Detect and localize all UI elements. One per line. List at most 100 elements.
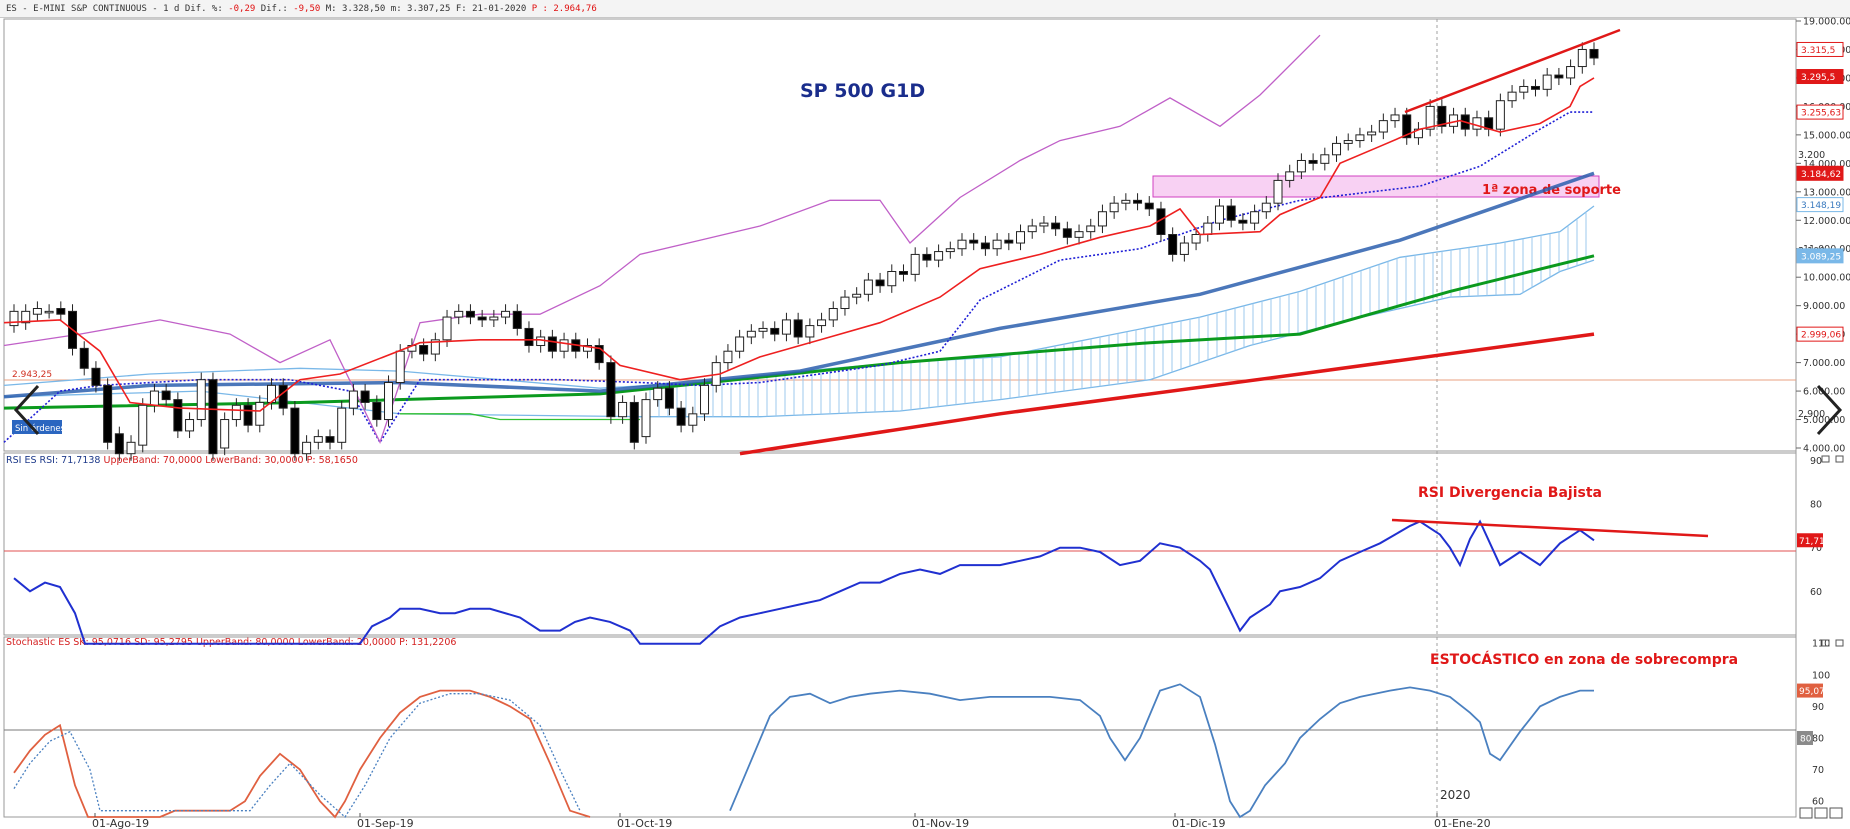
rsi-p: 58,1650 xyxy=(318,455,358,466)
candle-body xyxy=(1495,100,1505,130)
candle-body xyxy=(1402,114,1412,139)
stoch-minimize-icon[interactable] xyxy=(1821,639,1830,647)
candle-body xyxy=(196,379,206,421)
candle-body xyxy=(1214,205,1224,224)
candle-body xyxy=(1203,222,1213,235)
candle-body xyxy=(840,296,850,310)
candle-body xyxy=(1285,171,1295,181)
candle-body xyxy=(641,399,651,438)
stoch-upper-label: UpperBand: xyxy=(195,637,253,648)
stoch-tick-label: 60 xyxy=(1812,797,1824,808)
low-label: m: xyxy=(390,4,402,14)
price-label: P : xyxy=(531,4,548,14)
stoch-k-line xyxy=(13,689,591,819)
candle-body xyxy=(1051,222,1061,230)
chart-layout-icon[interactable] xyxy=(1829,807,1843,819)
candle-body xyxy=(676,407,686,426)
candle-body xyxy=(1437,105,1447,127)
rsi-close-icon[interactable] xyxy=(1835,455,1844,463)
candle-body xyxy=(1261,202,1271,213)
time-axis: 01-Ago-19 01-Sep-19 01-Oct-19 01-Nov-19 01-D… xyxy=(92,813,1491,829)
candle-body xyxy=(828,308,838,321)
x-tick-label: 01-Ago-19 xyxy=(92,817,149,829)
price-tag-box xyxy=(1796,69,1844,85)
next-arrow-icon[interactable] xyxy=(1808,380,1848,440)
stoch-value-tag-label: 95,07 xyxy=(1799,687,1825,697)
candle-body xyxy=(512,310,522,329)
rsi-divergence-label: RSI Divergencia Bajista xyxy=(1418,485,1602,501)
candle-body xyxy=(863,279,873,295)
candle-body xyxy=(477,316,487,321)
cloud-green-edge xyxy=(400,413,640,421)
candle-body xyxy=(735,336,745,352)
candle-body xyxy=(618,401,628,418)
candle-body xyxy=(79,347,89,369)
candle-body xyxy=(290,407,300,455)
no-orders-badge[interactable] xyxy=(12,420,62,434)
price-tag-label: 3.184,62 xyxy=(1801,170,1841,180)
price-tick-label: 10.000.00 xyxy=(1803,273,1850,284)
support-zone xyxy=(1152,175,1600,198)
candle-body xyxy=(653,387,663,401)
price-tick-label: 14.000.00 xyxy=(1803,159,1850,170)
dif-pct-label: Dif. %: xyxy=(184,4,223,14)
candle-body xyxy=(1039,222,1049,227)
candle-body xyxy=(220,419,230,449)
stoch-p: 131,2206 xyxy=(411,637,457,648)
x-tick-label: 01-Nov-19 xyxy=(912,817,969,829)
candle-body xyxy=(114,433,124,455)
candle-body xyxy=(1109,202,1119,213)
rsi-tick-label: 70 xyxy=(1810,543,1822,554)
chart-tool-icon[interactable] xyxy=(1799,807,1813,819)
chart-option-icon[interactable] xyxy=(1814,807,1828,819)
stoch-k-line-blue xyxy=(729,683,1594,819)
rsi-header: RSI ES RSI: 71,7138 UpperBand: 70,0000 L… xyxy=(6,455,358,466)
candle-body xyxy=(442,316,452,341)
candle-body xyxy=(1144,202,1154,210)
rsi-minimize-icon[interactable] xyxy=(1821,455,1830,463)
previous-arrow-icon[interactable] xyxy=(8,380,48,440)
candle-body xyxy=(1074,231,1084,238)
cloud-upper-edge xyxy=(3,205,1595,389)
candle-body xyxy=(419,345,429,355)
price-tag-box xyxy=(1796,165,1844,181)
candle-body xyxy=(875,279,885,287)
stoch-close-icon[interactable] xyxy=(1835,639,1844,647)
candle-body xyxy=(149,390,159,406)
candle-body xyxy=(32,308,42,315)
candle-body xyxy=(922,253,932,261)
price-tag-box xyxy=(1796,197,1844,213)
x-tick-label: 01-Sep-19 xyxy=(357,817,414,829)
candle-body xyxy=(758,327,768,332)
high-value: 3.328,50 xyxy=(342,4,386,14)
price-tick-label: 15.000.00 xyxy=(1803,130,1850,141)
candle-body xyxy=(781,319,791,335)
candle-body xyxy=(173,399,183,432)
candle-body xyxy=(21,310,31,324)
candle-body xyxy=(536,336,546,347)
rsi-value-tag-label: 71,71 xyxy=(1799,537,1825,547)
rsi-lower-label: LowerBand: xyxy=(205,455,262,466)
candle-body xyxy=(313,436,323,443)
candle-body xyxy=(1320,154,1330,164)
candle-body xyxy=(852,293,862,298)
candle-body xyxy=(1530,85,1540,90)
candle-body xyxy=(430,339,440,355)
rsi-line xyxy=(13,519,1595,645)
candle-body xyxy=(1238,219,1248,224)
x-tick-label: 01-Ene-20 xyxy=(1434,817,1491,829)
candle-body xyxy=(278,384,288,409)
candle-body xyxy=(9,310,19,327)
candle-body xyxy=(969,239,979,244)
rsi-value-tag xyxy=(1797,533,1823,548)
candle-body xyxy=(126,441,136,455)
rsi-upper-label: UpperBand: xyxy=(103,455,160,466)
candle-body xyxy=(606,362,616,418)
candle-body xyxy=(547,336,557,352)
candle-body xyxy=(723,350,733,364)
panel-controls[interactable] xyxy=(1799,455,1844,819)
stoch-tick-label: 110 xyxy=(1812,639,1830,650)
candle-body xyxy=(185,419,195,432)
candle-body xyxy=(489,316,499,321)
